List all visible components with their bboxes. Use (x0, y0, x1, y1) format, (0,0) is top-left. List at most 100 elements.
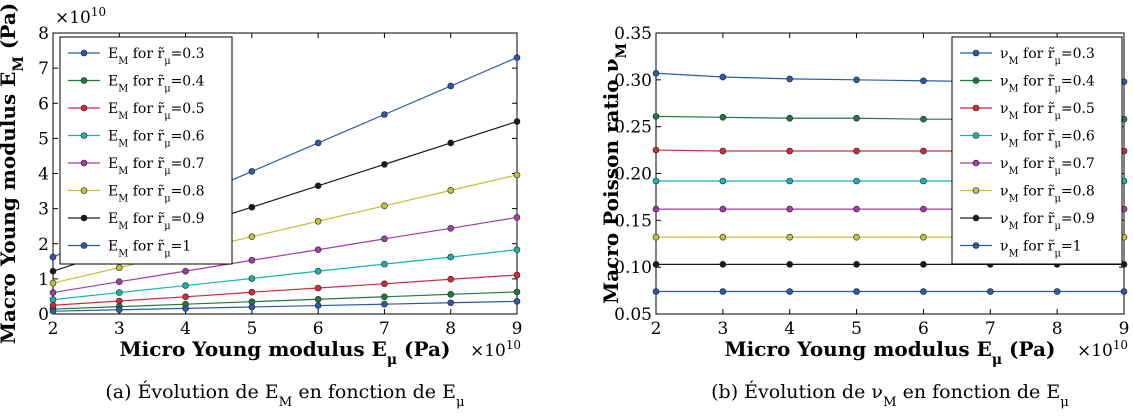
legend-entry: EM for r̃μ=0.9 (68, 211, 205, 232)
data-point (513, 271, 521, 279)
data-point (447, 139, 455, 147)
x-tick-label: 3 (114, 319, 125, 339)
data-point (248, 168, 256, 175)
data-point (1120, 288, 1128, 295)
y-tick-label: 6 (38, 94, 49, 114)
figure-caption: (b) Évolution de νM en fonction de Eμ (711, 380, 1069, 410)
x-tick-label: 4 (180, 319, 191, 339)
series-line (52, 300, 518, 312)
x-axis-multiplier: ×1010 (1077, 338, 1128, 361)
data-point (115, 264, 123, 271)
data-point (920, 288, 927, 295)
x-tick-label: 9 (512, 319, 523, 339)
legend-entry: EM for r̃μ=0.4 (68, 74, 205, 95)
series-8 (652, 288, 1128, 295)
y-tick-label: 0.10 (614, 258, 652, 278)
legend-swatch-marker (972, 214, 980, 222)
data-point (786, 177, 794, 185)
data-point (853, 261, 860, 268)
legend-label: νM for r̃μ=0.6 (1000, 129, 1095, 150)
legend-swatch-marker (972, 104, 980, 112)
data-point (513, 171, 521, 179)
series-line (52, 174, 518, 284)
legend-label: EM for r̃μ=0.5 (108, 101, 205, 122)
data-point (920, 147, 927, 155)
data-point (49, 301, 57, 309)
x-tick-label: 3 (717, 319, 728, 339)
series-5 (49, 214, 521, 296)
legend-entry: EM for r̃μ=0.7 (68, 156, 205, 177)
x-tick-label: 5 (851, 319, 862, 339)
legend-label: νM for r̃μ=0.3 (1000, 46, 1095, 67)
legend-box (59, 36, 233, 265)
x-tick-label: 6 (918, 319, 929, 339)
legend-swatch-marker (80, 77, 88, 84)
data-point (719, 114, 727, 121)
series-line (52, 291, 518, 310)
data-point (786, 147, 794, 155)
data-point (652, 177, 660, 185)
data-point (920, 115, 927, 123)
legend-label: νM for r̃μ=0.8 (1000, 184, 1095, 205)
data-point (381, 202, 388, 210)
data-point (49, 289, 57, 296)
series-8 (49, 298, 521, 315)
legend-swatch-marker (972, 187, 980, 194)
data-point (513, 54, 521, 61)
data-point (447, 224, 455, 232)
data-point (513, 246, 521, 254)
data-point (115, 289, 123, 296)
y-tick-label: 0 (38, 305, 49, 325)
legend-swatch-marker (80, 132, 88, 139)
legend-label: EM for r̃μ=0.3 (108, 46, 205, 67)
series-line (52, 274, 518, 306)
legend-entry: EM for r̃μ=0.5 (68, 101, 205, 122)
data-point (786, 205, 794, 213)
legend: νM for r̃μ=0.3 νM for r̃μ=0.4 νM for r̃μ=0… (951, 36, 1123, 265)
data-point (719, 288, 727, 295)
data-point (381, 260, 388, 268)
data-point (314, 284, 322, 292)
data-point (447, 82, 455, 90)
legend-entry: νM for r̃μ=0.3 (960, 46, 1095, 67)
x-tick-label: 7 (379, 319, 390, 339)
data-point (652, 146, 660, 154)
data-point (719, 205, 727, 213)
data-point (853, 233, 860, 241)
legend-entry: EM for r̃μ=0.6 (68, 129, 205, 150)
legend-entry: νM for r̃μ=0.6 (960, 129, 1095, 150)
legend-entry: νM for r̃μ=0.5 (960, 101, 1095, 122)
legend-entry: νM for r̃μ=0.4 (960, 74, 1095, 94)
legend-label: νM for r̃μ=0.9 (1000, 211, 1095, 232)
data-point (920, 205, 927, 213)
legend-entry: νM for r̃μ=0.7 (960, 156, 1095, 177)
data-point (853, 288, 860, 295)
data-point (248, 275, 256, 282)
x-tick-label: 6 (313, 319, 324, 339)
data-point (248, 233, 256, 241)
data-point (786, 233, 794, 241)
legend-swatch-marker (972, 159, 980, 167)
legend-entry: EM for r̃μ=0.3 (68, 46, 205, 67)
x-axis-label: Micro Young modulus Eμ (Pa) (120, 337, 451, 368)
x-tick-label: 4 (784, 319, 795, 339)
data-point (513, 288, 521, 296)
data-point (447, 187, 455, 194)
data-point (381, 235, 388, 243)
legend-label: EM for r̃μ=0.6 (108, 129, 205, 150)
legend-entry: νM for r̃μ=1 (960, 239, 1081, 259)
data-point (314, 139, 322, 147)
data-point (248, 256, 256, 264)
data-point (719, 261, 727, 268)
data-point (248, 303, 256, 311)
legend-swatch-marker (80, 187, 88, 194)
legend-label: EM for r̃μ=0.4 (108, 74, 205, 95)
data-point (853, 76, 860, 84)
y-tick-label: 2 (38, 235, 49, 255)
data-point (381, 293, 388, 301)
y-tick-label: 8 (38, 24, 49, 44)
legend-label: νM for r̃μ=0.7 (1000, 156, 1095, 177)
x-tick-label: 8 (1052, 319, 1063, 339)
series-6 (49, 171, 521, 287)
